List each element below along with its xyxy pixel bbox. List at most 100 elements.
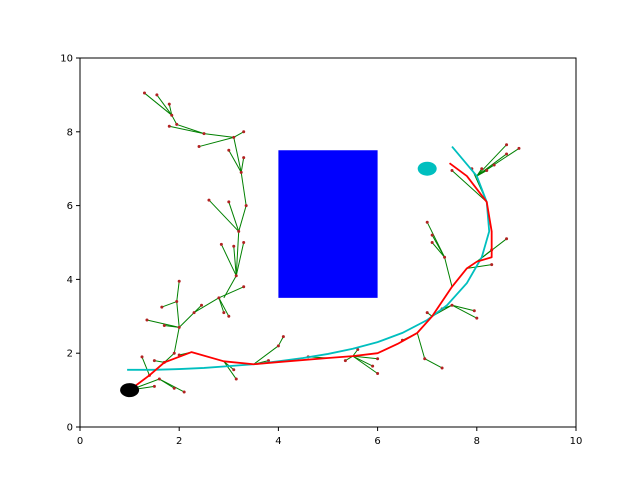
tree-node bbox=[162, 324, 166, 328]
tree-node bbox=[440, 366, 444, 370]
tree-node bbox=[266, 359, 270, 363]
reference-layer bbox=[127, 145, 491, 371]
tree-node bbox=[202, 132, 206, 136]
tree-node bbox=[242, 130, 246, 134]
tree-edge bbox=[352, 355, 378, 360]
tree-node bbox=[175, 300, 179, 304]
tree-node bbox=[172, 351, 176, 355]
tree-node bbox=[232, 244, 236, 248]
tree-node bbox=[152, 359, 156, 363]
tree-node bbox=[170, 113, 174, 117]
planned-path-layer bbox=[129, 162, 493, 391]
tree-node bbox=[242, 285, 246, 289]
tree-edge bbox=[424, 358, 443, 369]
tree-edge bbox=[352, 355, 373, 367]
tree-edge bbox=[208, 199, 240, 232]
tree-edge bbox=[233, 137, 242, 173]
tree-node bbox=[145, 318, 149, 322]
tree-node bbox=[472, 309, 476, 313]
tree-edge bbox=[159, 378, 175, 389]
tree-node bbox=[505, 237, 509, 241]
tree-edge bbox=[161, 301, 177, 308]
tree-node bbox=[475, 316, 479, 320]
axes-frame bbox=[79, 57, 577, 428]
tree-node bbox=[517, 146, 521, 150]
tree-edge bbox=[451, 304, 478, 319]
planned-path bbox=[129, 162, 493, 391]
tree-edge bbox=[144, 92, 173, 116]
tree-edge bbox=[218, 286, 244, 299]
tree-edge bbox=[253, 345, 279, 365]
tree-edge bbox=[171, 114, 178, 125]
tree-node bbox=[237, 229, 241, 233]
tree-edge bbox=[476, 170, 487, 177]
x-tick-label: 8 bbox=[474, 436, 480, 447]
tree-node bbox=[160, 305, 164, 309]
obstacle-layer bbox=[278, 150, 378, 298]
tree-edge bbox=[173, 327, 180, 354]
y-tick-label: 10 bbox=[60, 54, 73, 65]
tree-edge bbox=[218, 297, 225, 313]
tree-node bbox=[234, 377, 238, 381]
tree-node bbox=[142, 91, 146, 95]
tree-node bbox=[172, 386, 176, 390]
tree-node bbox=[505, 152, 509, 156]
marker-layer bbox=[120, 161, 437, 398]
y-tick-label: 8 bbox=[67, 127, 73, 138]
tree-node bbox=[242, 241, 246, 244]
tree-edge bbox=[444, 257, 453, 287]
y-axis-ticks: 0 2 4 6 8 10 bbox=[60, 54, 80, 434]
tree-edge bbox=[228, 150, 242, 173]
y-tick-label: 4 bbox=[67, 275, 73, 286]
tree-node bbox=[371, 364, 375, 368]
tree-node bbox=[232, 135, 236, 139]
tree-node bbox=[490, 263, 494, 267]
tree-edge bbox=[451, 304, 475, 312]
tree-node bbox=[242, 156, 246, 160]
tree-edge bbox=[141, 356, 150, 376]
tree-node bbox=[485, 169, 489, 173]
tree-edge bbox=[176, 281, 180, 302]
tree-node bbox=[177, 325, 181, 329]
tree-edge bbox=[176, 301, 180, 328]
tree-edge bbox=[233, 131, 244, 138]
reference-path bbox=[127, 145, 491, 371]
tree-edge bbox=[240, 157, 245, 173]
tree-edge bbox=[154, 360, 165, 363]
tree-edge bbox=[235, 242, 245, 276]
obstacle-rect bbox=[278, 150, 378, 298]
tree-node bbox=[505, 143, 509, 147]
tree-edge bbox=[476, 144, 507, 177]
tree-node bbox=[175, 122, 179, 126]
x-tick-label: 6 bbox=[374, 436, 380, 447]
tree-node bbox=[157, 377, 161, 381]
tree-edge bbox=[431, 242, 445, 258]
tree-edge bbox=[218, 297, 230, 317]
tree-node bbox=[152, 384, 156, 388]
tree-edge bbox=[466, 264, 492, 269]
axes-border bbox=[79, 57, 577, 428]
y-tick-label: 0 bbox=[67, 423, 73, 434]
x-tick-label: 10 bbox=[570, 436, 583, 447]
tree-layer bbox=[129, 91, 521, 394]
tree-edge bbox=[476, 153, 507, 177]
tree-node bbox=[219, 242, 223, 246]
tree-node bbox=[200, 303, 204, 307]
tree-edge bbox=[352, 355, 378, 374]
y-tick-label: 2 bbox=[67, 349, 73, 360]
tree-edge bbox=[203, 133, 234, 138]
tree-edge bbox=[451, 170, 488, 203]
tree-node bbox=[222, 311, 226, 315]
tree-node bbox=[376, 357, 380, 361]
tree-node bbox=[430, 233, 434, 237]
tree-edge bbox=[240, 172, 247, 206]
tree-node bbox=[167, 102, 171, 106]
tree-edge bbox=[476, 249, 492, 263]
tree-node bbox=[192, 311, 196, 315]
tree-edge bbox=[168, 104, 173, 116]
tree-node bbox=[244, 204, 248, 208]
x-tick-label: 2 bbox=[176, 436, 182, 447]
tree-node bbox=[423, 357, 427, 361]
tree-node bbox=[430, 241, 434, 244]
